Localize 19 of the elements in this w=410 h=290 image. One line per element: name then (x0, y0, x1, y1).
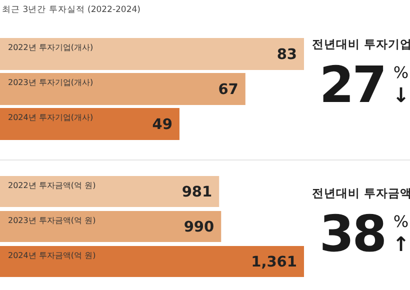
y-tick-label: 2024년 투자금액(억 원) (8, 251, 96, 260)
y-tick-label: 2023년 투자금액(억 원) (8, 216, 96, 225)
data-label: 49 (152, 117, 172, 133)
data-label: 1,361 (251, 254, 297, 270)
y-tick-label: 2022년 투자기업(개사) (8, 43, 94, 52)
y-tick-label: 2023년 투자기업(개사) (8, 78, 94, 87)
y-tick-label: 2024년 투자기업(개사) (8, 113, 94, 122)
text: % (393, 63, 409, 82)
data-label: 67 (218, 82, 238, 98)
text: 27 (319, 56, 385, 114)
text: ↑ (392, 232, 410, 256)
data-label: 990 (184, 220, 214, 236)
data-label: 83 (276, 47, 297, 63)
text: % (393, 212, 409, 231)
y-tick-label: 2022년 투자금액(억 원) (8, 181, 96, 190)
text: ↓ (392, 83, 410, 107)
data-label: 981 (182, 184, 212, 200)
chart-title: 최근 3년간 투자실적 (2022-2024) (2, 5, 140, 15)
text: 38 (319, 205, 385, 263)
